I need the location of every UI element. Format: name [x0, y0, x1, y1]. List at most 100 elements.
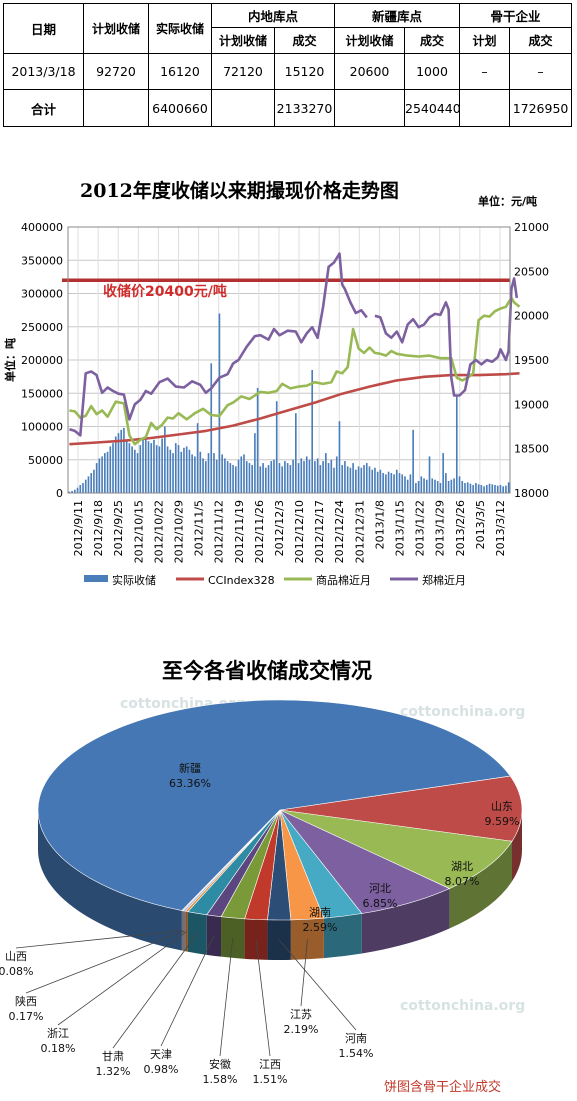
pie-slice	[279, 775, 523, 842]
right-tick-label: 19000	[514, 398, 549, 411]
storage-bar	[180, 451, 183, 493]
pie-label-value: 8.07%	[445, 875, 480, 888]
storage-bar	[431, 478, 434, 493]
storage-bar	[275, 401, 278, 493]
x-tick-label: 2013/2/26	[454, 500, 467, 556]
storage-bar	[245, 461, 248, 493]
storage-bar	[101, 456, 103, 493]
storage-bar	[325, 453, 327, 493]
header-xinjiang: 新疆库点	[334, 3, 461, 28]
storage-bar	[136, 453, 139, 493]
pie-slice-side	[206, 914, 222, 957]
price-trend-chart: 收储价20400元/吨 0 50000 100000 150000 200000 2500…	[3, 221, 549, 587]
pie-label-name: 天津	[150, 1048, 172, 1061]
x-tick-label: 2012/12/24	[333, 500, 346, 563]
pie-label-value: 0.08%	[0, 965, 33, 978]
pie-label-value: 6.85%	[363, 897, 398, 910]
header-backbone: 骨干企业	[459, 3, 573, 28]
header-planned: 计划收储	[83, 3, 149, 54]
storage-bar	[234, 466, 237, 493]
storage-bar	[292, 459, 294, 493]
storage-bar	[218, 313, 221, 493]
storage-bar	[155, 445, 158, 493]
legend-label: CCIndex328	[208, 574, 275, 587]
storage-bar	[406, 479, 409, 493]
storage-bar	[335, 456, 338, 493]
storage-bar	[289, 465, 292, 493]
storage-bar	[461, 481, 464, 493]
storage-bar	[303, 461, 305, 493]
storage-bar	[117, 433, 120, 493]
storage-bar	[341, 465, 344, 493]
x-tick-label: 2012/12/17	[313, 500, 326, 563]
storage-bar	[447, 481, 450, 493]
x-tick-label: 2012/12/31	[353, 500, 366, 563]
storage-bar	[251, 465, 253, 493]
total-label: 合计	[3, 89, 84, 127]
pie-slice-side	[182, 910, 186, 952]
left-tick-label: 50000	[28, 454, 63, 467]
storage-bar	[379, 469, 382, 493]
storage-bar	[177, 445, 180, 493]
storage-bar	[232, 465, 234, 493]
storage-bar	[259, 466, 262, 493]
left-axis-label: 单位：吨	[3, 338, 17, 382]
storage-bar	[401, 474, 404, 493]
line-chart-title: 2012年度收储以来期撮现价格走势图	[80, 180, 399, 202]
storage-bar	[224, 458, 226, 493]
storage-summary-table: 日期 计划收储 实际收储 内地库点 新疆库点 骨干企业 计划收储 成交 计划收储…	[3, 3, 573, 127]
plot-area	[67, 226, 511, 494]
storage-bar	[327, 463, 330, 493]
pie-label-name: 湖南	[309, 906, 331, 919]
pie-leader-line	[219, 937, 234, 1057]
header-xj-planned: 计划收储	[334, 27, 406, 54]
storage-bar	[174, 443, 177, 493]
x-tick-label: 2013/1/29	[434, 500, 447, 556]
storage-bar	[286, 463, 289, 493]
storage-bar	[480, 485, 483, 493]
pie-slice-side	[512, 810, 522, 882]
storage-bar	[256, 387, 259, 493]
pie-label-name: 湖北	[451, 860, 473, 873]
pie-slice-side	[323, 913, 362, 959]
storage-bar	[420, 476, 423, 493]
pie-label-value: 0.18%	[41, 1042, 76, 1055]
storage-bar	[82, 483, 84, 493]
storage-bar	[390, 473, 393, 493]
header-inland-planned: 计划收储	[211, 27, 275, 54]
storage-bar	[87, 476, 90, 493]
storage-bar	[71, 491, 73, 493]
pie-label-name: 江西	[259, 1058, 281, 1071]
purchase-price-label: 收储价20400元/吨	[103, 283, 227, 300]
storage-bar	[123, 427, 125, 493]
pie-label-value: 1.54%	[339, 1047, 374, 1060]
storage-bar	[68, 491, 71, 493]
storage-bar	[95, 463, 98, 493]
storage-bar	[352, 463, 354, 493]
storage-bar	[207, 453, 210, 493]
storage-bar	[360, 467, 363, 493]
pie-leader-line	[160, 935, 215, 1047]
storage-bar	[79, 485, 82, 493]
storage-bar	[215, 459, 218, 493]
commodity-line	[69, 296, 521, 446]
storage-bar	[90, 473, 93, 493]
pie-slice-side	[187, 911, 207, 955]
storage-bar	[199, 451, 202, 493]
storage-bar	[172, 453, 174, 493]
storage-bar	[412, 429, 414, 493]
pie-slice	[37, 699, 511, 911]
right-tick-label: 19500	[514, 354, 549, 367]
header-actual: 实际收储	[148, 3, 212, 54]
right-tick-label: 20000	[514, 310, 549, 323]
zhengmian-line	[69, 252, 519, 437]
pie-slice-side	[38, 810, 182, 951]
pie-slice	[279, 809, 513, 889]
storage-bar	[382, 473, 384, 493]
storage-bar	[300, 458, 303, 493]
storage-bar	[319, 465, 322, 493]
storage-bar	[316, 458, 319, 493]
storage-bar	[502, 486, 504, 493]
storage-bar	[491, 484, 494, 493]
pie-label-value: 1.51%	[253, 1073, 288, 1086]
